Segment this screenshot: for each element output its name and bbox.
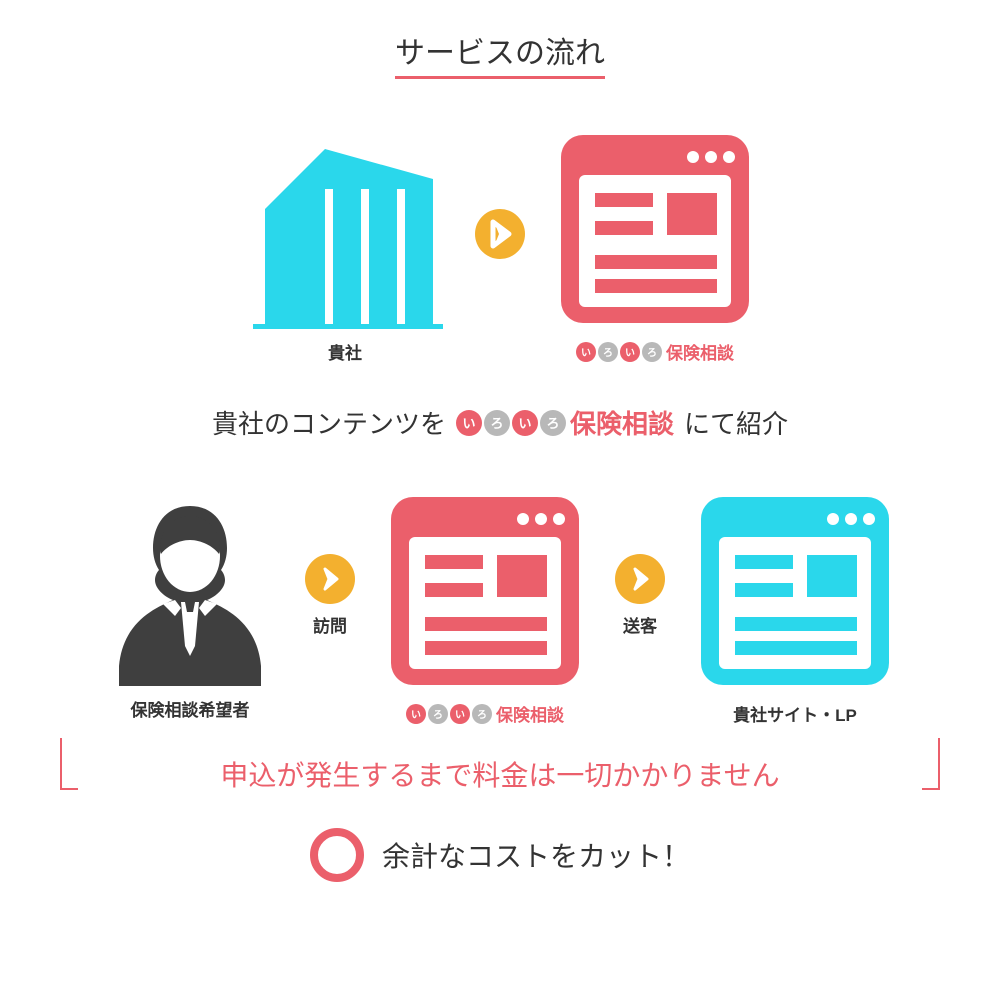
- arrow-send: 送客: [615, 554, 665, 637]
- logo-circle-ro: ろ: [428, 704, 448, 724]
- logo-circle-ro: ろ: [484, 410, 510, 436]
- flow-item-iroiro-2: い ろ い ろ 保険相談: [385, 491, 585, 726]
- final-row: 余計なコストをカット！: [310, 828, 690, 882]
- user-caption: 保険相談希望者: [131, 696, 250, 721]
- browser-red-icon: [555, 129, 755, 329]
- browser-cyan-icon: [695, 491, 895, 691]
- logo-text: 保険相談: [570, 404, 674, 441]
- sentence-row: 貴社のコンテンツを い ろ い ろ 保険相談 にて紹介: [212, 404, 788, 441]
- arrow-visit: 訪問: [305, 554, 355, 637]
- flow-item-client-site: 貴社サイト・LP: [695, 491, 895, 726]
- arrow-visit-label: 訪問: [313, 612, 347, 637]
- iroiro-logo-small-1: い ろ い ろ 保険相談: [576, 339, 734, 364]
- logo-circle-i2: い: [450, 704, 470, 724]
- iroiro-logo-small-2: い ろ い ろ 保険相談: [406, 701, 564, 726]
- client-site-caption: 貴社サイト・LP: [733, 701, 857, 726]
- arrow-send-label: 送客: [623, 612, 657, 637]
- page-title: サービスの流れ: [395, 28, 605, 79]
- arrow-1: [475, 209, 525, 259]
- flow-item-company: 貴社: [245, 129, 445, 364]
- arrow-right-icon: [305, 554, 355, 604]
- logo-circle-i: い: [576, 342, 596, 362]
- ring-icon: [310, 828, 364, 882]
- logo-circle-ro2: ろ: [642, 342, 662, 362]
- bracket-note: 申込が発生するまで料金は一切かかりません: [60, 754, 940, 794]
- logo-circle-ro: ろ: [598, 342, 618, 362]
- bracket-right: [922, 738, 940, 790]
- flow-item-user: 保険相談希望者: [105, 496, 275, 721]
- person-icon: [105, 496, 275, 686]
- sentence-part1: 貴社のコンテンツを: [212, 404, 446, 441]
- final-text: 余計なコストをカット！: [382, 835, 690, 875]
- logo-circle-i2: い: [620, 342, 640, 362]
- logo-circle-ro2: ろ: [540, 410, 566, 436]
- logo-text: 保険相談: [666, 339, 734, 364]
- building-icon: [245, 129, 445, 329]
- logo-circle-ro2: ろ: [472, 704, 492, 724]
- arrow-right-icon: [475, 209, 525, 259]
- bracket-text: 申込が発生するまで料金は一切かかりません: [194, 754, 805, 794]
- flow-row-2: 保険相談希望者 訪問 い ろ い ろ 保険相談: [105, 491, 895, 726]
- sentence-part2: にて紹介: [684, 404, 788, 441]
- bracket-left: [60, 738, 78, 790]
- logo-text: 保険相談: [496, 701, 564, 726]
- flow-row-1: 貴社 い ろ い ろ 保険相談: [245, 129, 755, 364]
- logo-circle-i: い: [406, 704, 426, 724]
- company-caption: 貴社: [328, 339, 362, 364]
- logo-circle-i: い: [456, 410, 482, 436]
- browser-red-icon: [385, 491, 585, 691]
- flow-item-iroiro-1: い ろ い ろ 保険相談: [555, 129, 755, 364]
- logo-circle-i2: い: [512, 410, 538, 436]
- iroiro-logo-inline: い ろ い ろ 保険相談: [456, 404, 674, 441]
- arrow-right-icon: [615, 554, 665, 604]
